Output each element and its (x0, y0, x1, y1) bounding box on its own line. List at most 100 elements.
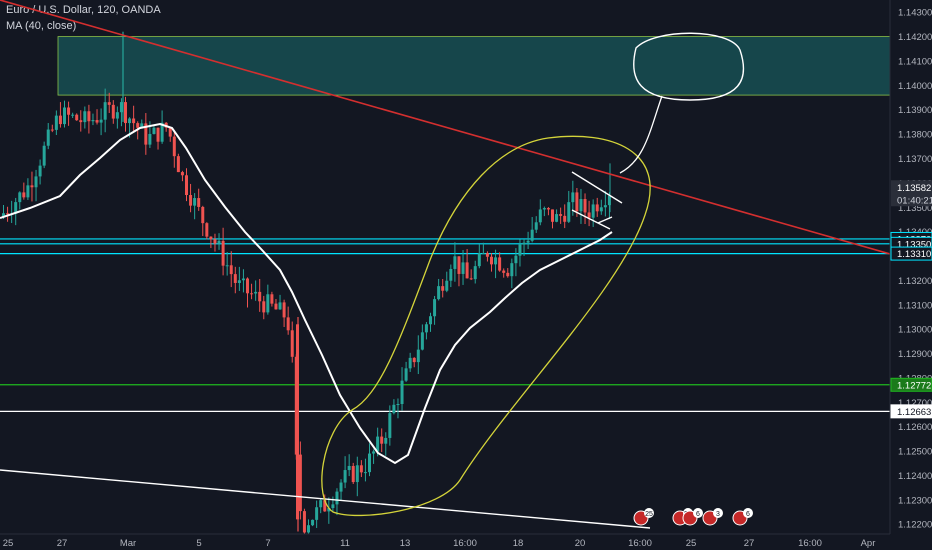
candle-body (351, 465, 355, 483)
candle-body (54, 115, 58, 130)
candle-body (327, 508, 331, 512)
candle-body (250, 293, 254, 295)
event-count-badge (743, 508, 753, 518)
candle-body (221, 240, 225, 266)
y-tick-label: 1.13900 (898, 105, 932, 116)
candle-body (376, 436, 380, 452)
candle-body (132, 118, 136, 124)
x-tick-label: 20 (575, 538, 586, 549)
candle-body (449, 268, 453, 281)
candle-body (128, 118, 132, 124)
candle-body (412, 357, 416, 363)
price-level-label-1: 1.13350 (897, 239, 931, 250)
candle-body (538, 209, 542, 223)
candle-body (213, 239, 217, 244)
candle-body (400, 380, 404, 405)
candle-body (384, 437, 388, 444)
x-tick-label: Apr (861, 538, 876, 549)
candle-body (441, 286, 445, 291)
candle-body (534, 222, 538, 230)
annotations-layer (0, 0, 891, 529)
candle-body (559, 214, 563, 216)
candle-body (160, 122, 164, 142)
candle-body (347, 465, 351, 471)
candle-body (510, 263, 514, 277)
candle-body (233, 274, 237, 283)
candle-body (404, 368, 408, 381)
candle-body (119, 102, 123, 113)
candle-body (241, 278, 245, 281)
candle-body (607, 195, 611, 206)
candle-body (514, 255, 518, 264)
candle-body (262, 301, 266, 313)
x-tick-label: 18 (513, 538, 524, 549)
candle-body (579, 199, 583, 212)
candle-body (296, 324, 299, 520)
candle-body (58, 115, 62, 125)
candle-body (14, 202, 18, 214)
candle-body (246, 278, 249, 294)
axis-background (890, 0, 932, 550)
candle-body (591, 204, 595, 218)
candle-body (266, 294, 270, 313)
candle-body (595, 204, 599, 212)
candle-body (144, 123, 148, 145)
bar-countdown-label: 01:40:21 (897, 195, 932, 206)
candle-body (83, 111, 87, 123)
price-level-label-3: 1.12772 (897, 380, 931, 391)
candle-body (408, 357, 412, 369)
candle-body (445, 280, 449, 291)
candle-body (2, 213, 5, 218)
x-tick-label: Mar (120, 538, 136, 549)
price-level-label-4: 1.12663 (897, 407, 931, 418)
last-price-label: 1.13582 (897, 183, 931, 194)
resistance-trendline (0, 0, 891, 255)
candle-body (18, 192, 22, 203)
last-price-badge (891, 180, 932, 207)
candle-body (587, 212, 591, 218)
candle-body (87, 111, 91, 122)
candle-body (107, 102, 111, 105)
candle-body (339, 482, 343, 492)
y-tick-label: 1.12600 (898, 422, 932, 433)
y-tick-label: 1.12700 (898, 398, 932, 409)
candle-body (331, 504, 335, 509)
channel-ellipse (321, 135, 651, 517)
candle-body (205, 223, 209, 237)
candle-body (189, 195, 193, 206)
candle-body (319, 500, 323, 508)
candle-body (71, 114, 75, 116)
candle-body (75, 114, 79, 121)
candle-body (225, 265, 229, 267)
price-level-badge-3 (890, 377, 932, 392)
candle-body (477, 253, 481, 267)
y-tick-label: 1.13000 (898, 325, 932, 336)
candle-body (176, 156, 180, 173)
event-count-label: 6 (696, 511, 700, 518)
y-tick-label: 1.13500 (898, 203, 932, 214)
candle-body (603, 205, 607, 208)
candle-body (461, 262, 465, 274)
candle-body (26, 185, 30, 198)
candle-body (34, 176, 38, 188)
resistance-zone (57, 36, 891, 96)
candle-body (420, 332, 424, 350)
candle-body (42, 145, 46, 166)
candle-body (416, 349, 420, 363)
event-count-label: 25 (645, 511, 653, 518)
resistance-zone-layer (57, 36, 891, 96)
candle-body (424, 324, 428, 333)
candle-body (494, 257, 498, 265)
candle-body (185, 175, 188, 196)
flag-lower-line (571, 209, 611, 230)
candle-body (485, 253, 489, 257)
candle-body (79, 120, 83, 123)
candle-body (197, 198, 201, 207)
candle-body (115, 112, 119, 119)
candle-body (429, 316, 432, 325)
candle-body (302, 511, 306, 533)
candle-body (555, 214, 559, 222)
candle-body (392, 404, 396, 414)
candle-body (551, 209, 554, 222)
